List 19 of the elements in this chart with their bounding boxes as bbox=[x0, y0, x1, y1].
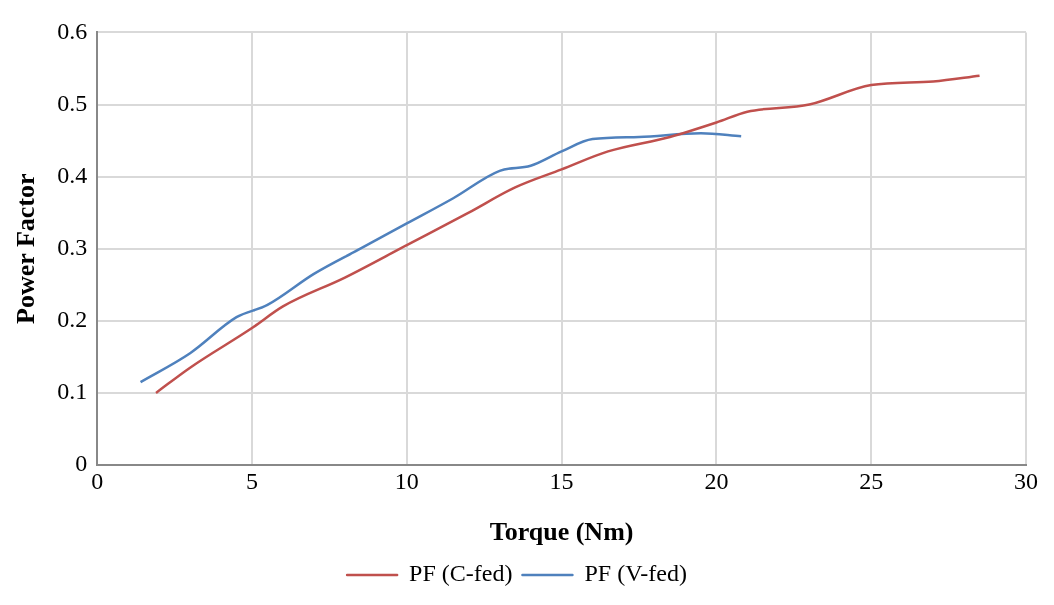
y-tick-label: 0.2 bbox=[57, 306, 88, 333]
x-tick-label: 30 bbox=[1014, 467, 1038, 494]
legend-label: PF (C-fed) bbox=[409, 560, 513, 587]
x-tick-label: 20 bbox=[704, 467, 729, 494]
x-tick-label: 25 bbox=[859, 467, 884, 494]
y-tick-label: 0.5 bbox=[57, 89, 88, 116]
x-tick-label: 10 bbox=[394, 467, 419, 494]
line-series bbox=[139, 132, 743, 384]
legend-label: PF (V-fed) bbox=[584, 560, 687, 587]
y-tick-label: 0 bbox=[75, 450, 88, 477]
y-tick-label: 0.1 bbox=[57, 378, 88, 405]
y-tick-label: 0.6 bbox=[57, 17, 88, 44]
y-axis-title: Power Factor bbox=[11, 173, 41, 324]
x-tick-label: 15 bbox=[549, 467, 574, 494]
y-tick-label: 0.4 bbox=[57, 161, 88, 188]
x-tick-label: 5 bbox=[246, 467, 258, 494]
x-axis-title: Torque (Nm) bbox=[489, 517, 634, 547]
line-series bbox=[154, 74, 981, 395]
y-tick-label: 0.3 bbox=[57, 234, 88, 260]
